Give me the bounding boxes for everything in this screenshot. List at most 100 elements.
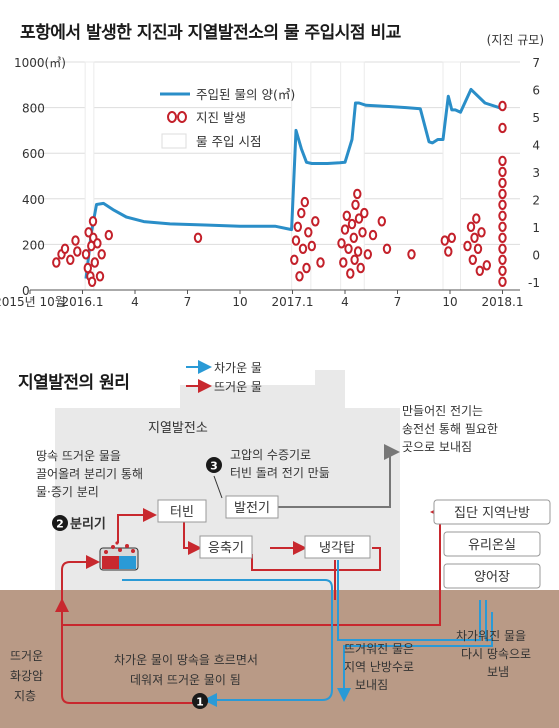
quake-marker: [472, 213, 481, 224]
quake-marker: [97, 249, 106, 260]
quake-marker: [346, 268, 355, 279]
x-tick-label: 7: [394, 295, 402, 309]
quake-marker: [297, 207, 306, 219]
quake-marker: [498, 265, 507, 276]
legend-band-swatch: [161, 133, 187, 149]
y-right-tick-label: 3: [532, 166, 540, 180]
quake-marker: [339, 257, 348, 268]
chart-gridlines: [30, 61, 520, 291]
quake-marker: [291, 235, 301, 246]
turbine-box: [157, 499, 207, 523]
condenser-box: [199, 535, 253, 559]
x-tick-label: 2016.1: [62, 295, 104, 309]
cooling-tower-label: 냉각탑: [319, 541, 355, 556]
cooled-water-text-3: 보냄: [487, 665, 509, 679]
quake-marker: [498, 221, 507, 233]
ground-layer: [0, 590, 559, 728]
quake-marker: [382, 243, 392, 255]
quake-marker: [193, 232, 203, 244]
quake-marker: [351, 199, 360, 211]
chart-title: 포항에서 발생한 지진과 지열발전소의 물 주입시점 비교: [20, 23, 401, 43]
y-right-tick-label: -1: [528, 276, 540, 290]
quake-marker: [95, 271, 105, 282]
y-left-tick-label: 600: [22, 147, 45, 161]
quake-marker: [498, 232, 507, 244]
plant-building: [55, 370, 400, 590]
quake-marker: [337, 238, 346, 249]
water-volume-line: [84, 87, 505, 279]
legend-marker-label: 지진 발생: [196, 110, 246, 125]
quake-marker: [83, 262, 93, 274]
quake-marker: [311, 216, 320, 227]
quake-marker: [347, 218, 357, 230]
quake-marker: [377, 216, 386, 227]
quake-marker: [353, 188, 362, 200]
quake-marker: [466, 221, 476, 233]
quake-marker: [477, 227, 486, 238]
quake-marker: [498, 155, 507, 167]
y-right-tick-label: 2: [532, 193, 540, 207]
quake-marker: [302, 262, 311, 274]
electricity-arrow: [278, 444, 400, 508]
quake-marker: [52, 257, 61, 268]
quake-marker: [353, 246, 363, 257]
quake-marker: [498, 177, 507, 189]
x-tick-label: 7: [184, 295, 192, 309]
quake-marker: [498, 199, 507, 211]
y-left-tick-label: 200: [22, 238, 45, 252]
quake-marker: [407, 249, 416, 260]
generator-label: 발전기: [234, 501, 270, 516]
plant-label: 지열발전소: [148, 421, 208, 436]
quake-marker: [304, 227, 313, 238]
quake-marker: [447, 232, 456, 244]
quake-marker: [87, 276, 97, 287]
legend-marker-swatch: [177, 111, 187, 123]
quake-marker: [360, 207, 369, 219]
quake-marker: [498, 122, 507, 134]
quake-marker: [90, 257, 100, 268]
quake-marker: [316, 257, 325, 268]
electricity-text-3: 곳으로 보내짐: [402, 440, 472, 454]
x-tick-label: 2018.1: [482, 295, 524, 309]
quake-marker: [66, 254, 75, 265]
quake-marker: [498, 166, 507, 178]
hot-water-legend-label: 뜨거운 물: [214, 380, 262, 394]
y-right-label: (지진 규모): [487, 33, 544, 47]
y-right-tick-label: 0: [532, 248, 540, 262]
quake-marker: [60, 243, 70, 255]
y-right-tick-label: 7: [532, 56, 540, 70]
quake-marker: [368, 229, 378, 241]
step1-text-2: 데워져 뜨거운 물이 됨: [130, 673, 241, 687]
quake-marker: [73, 246, 82, 257]
quake-marker: [71, 235, 80, 246]
step2-label: 분리기: [70, 516, 106, 532]
y-right-tick-label: 5: [532, 111, 540, 125]
legend-band-label: 물 주입 시점: [196, 134, 261, 149]
turbine-label: 터빈: [170, 505, 194, 520]
step2-text-3: 물·증기 분리: [36, 485, 99, 499]
quake-marker: [475, 265, 484, 276]
step2-number: 2: [56, 518, 64, 531]
cold-water-legend-label: 차가운 물: [214, 361, 262, 375]
quake-marker: [468, 254, 477, 265]
electricity-text-2: 송전선 통해 필요한: [402, 422, 498, 436]
quake-marker: [440, 235, 449, 246]
quake-marker: [307, 240, 316, 252]
y-left-tick-label: 800: [22, 102, 45, 116]
x-tick-label: 2015년 10월: [0, 295, 66, 309]
hot-rock-text-2: 화강암: [10, 669, 43, 683]
y-right-tick-label: 4: [532, 138, 540, 152]
y-right-tick-label: 1: [532, 221, 540, 235]
generator-box: [225, 495, 279, 519]
quake-marker: [498, 210, 507, 222]
quake-marker: [498, 254, 507, 265]
fish-farm-box: [443, 563, 541, 589]
injection-band: [442, 61, 461, 291]
step1-text-1: 차가운 물이 땅속을 흐르면서: [114, 653, 258, 667]
quake-marker: [498, 243, 507, 255]
quake-marker: [349, 232, 358, 244]
electricity-text-1: 만들어진 전기는: [402, 404, 483, 418]
heated-water-text-2: 지역 난방수로: [344, 660, 414, 674]
